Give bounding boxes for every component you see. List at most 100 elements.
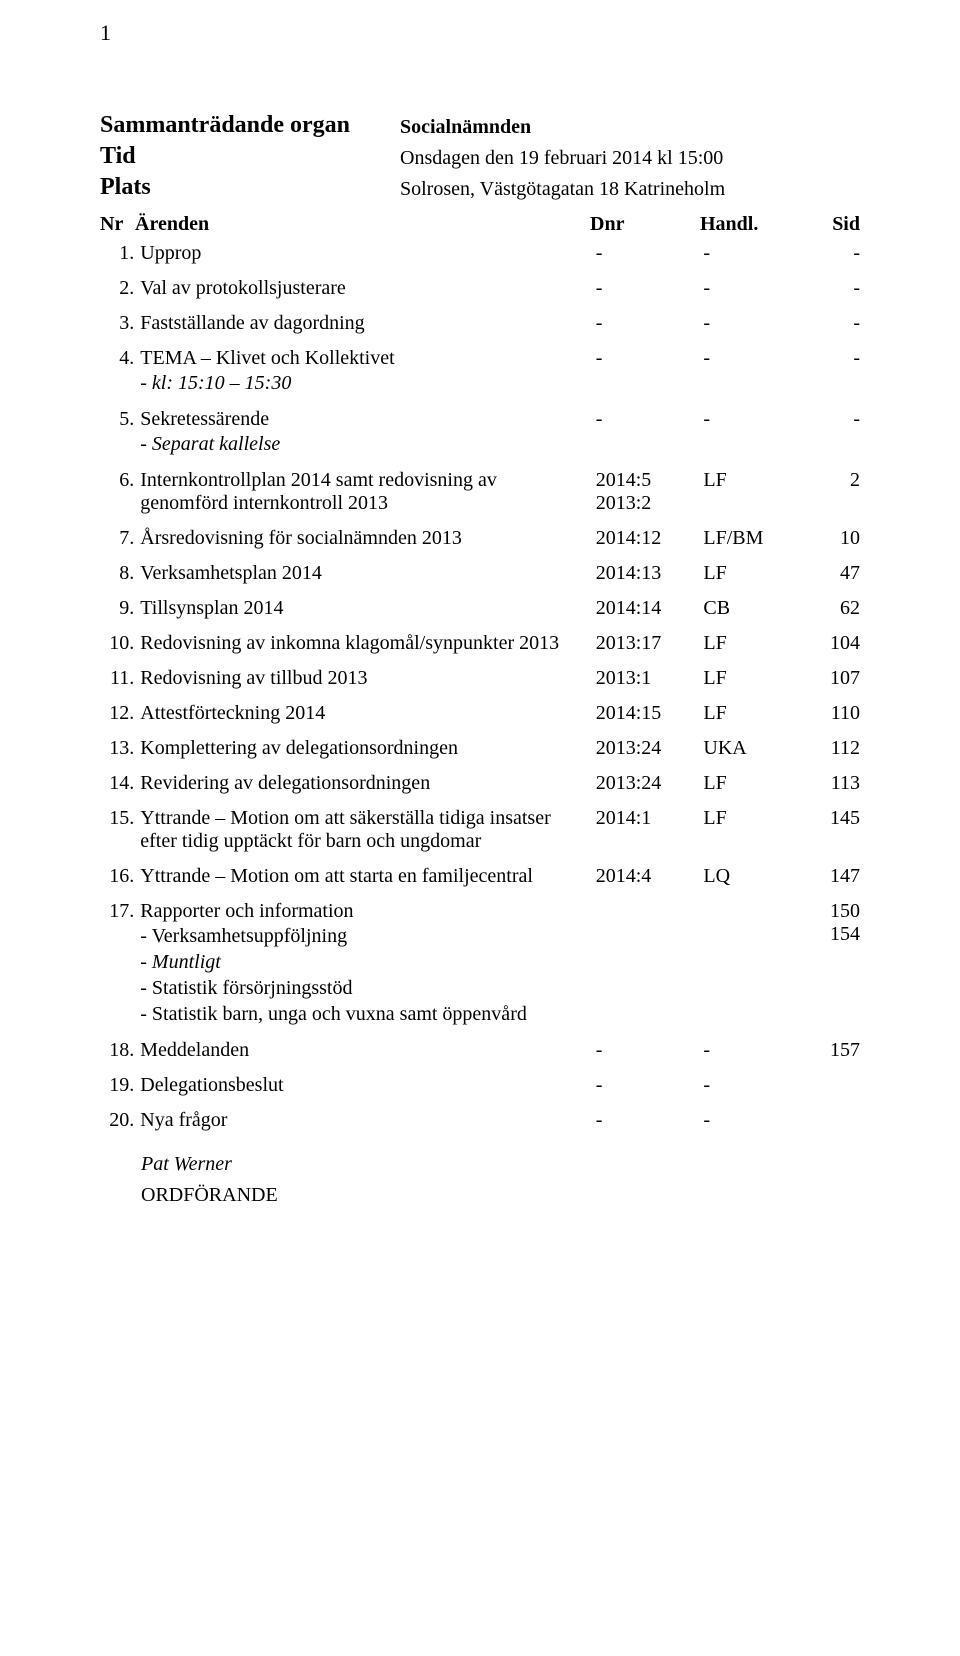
item-handler: LF bbox=[703, 562, 811, 585]
item-dnr: 2014:1 bbox=[596, 807, 704, 830]
item-handler: - bbox=[703, 312, 811, 335]
item-dnr: - bbox=[596, 312, 704, 335]
agenda-item: 10.Redovisning av inkomna klagomål/synpu… bbox=[100, 626, 860, 661]
item-subtext: - Statistik försörjningsstöd bbox=[140, 975, 585, 1001]
item-dnr: 2014:12 bbox=[596, 527, 704, 550]
item-dnr: 2013:24 bbox=[596, 772, 704, 795]
item-dnr: - bbox=[596, 1039, 704, 1062]
agenda-items: 1.Upprop---2.Val av protokollsjusterare-… bbox=[100, 236, 860, 1138]
item-handler: - bbox=[703, 242, 811, 265]
item-number: 6. bbox=[100, 469, 140, 492]
item-page: - bbox=[811, 277, 860, 300]
item-number: 17. bbox=[100, 900, 140, 923]
item-text: Verksamhetsplan 2014 bbox=[140, 562, 595, 585]
item-number: 19. bbox=[100, 1074, 140, 1097]
item-handler: - bbox=[703, 277, 811, 300]
item-dnr: - bbox=[596, 277, 704, 300]
item-text: Fastställande av dagordning bbox=[140, 312, 595, 335]
item-text: Attestförteckning 2014 bbox=[140, 702, 595, 725]
agenda-item: 13.Komplettering av delegationsordningen… bbox=[100, 731, 860, 766]
item-subtext: - Separat kallelse bbox=[140, 431, 585, 457]
item-dnr: - bbox=[596, 1074, 704, 1097]
agenda-item: 3.Fastställande av dagordning--- bbox=[100, 306, 860, 341]
item-text: Sekretessärende- Separat kallelse bbox=[140, 408, 595, 457]
col-dnr-header: Dnr bbox=[590, 213, 700, 236]
page: 1 Sammanträdande organ Socialnämnden Tid… bbox=[0, 0, 960, 1656]
item-number: 7. bbox=[100, 527, 140, 550]
agenda-item: 20.Nya frågor-- bbox=[100, 1103, 860, 1138]
item-number: 3. bbox=[100, 312, 140, 335]
agenda-item: 12.Attestförteckning 20142014:15LF110 bbox=[100, 696, 860, 731]
item-number: 8. bbox=[100, 562, 140, 585]
col-arenden-header: Ärenden bbox=[135, 213, 590, 236]
item-dnr: 2014:14 bbox=[596, 597, 704, 620]
item-text: Tillsynsplan 2014 bbox=[140, 597, 595, 620]
item-handler: LQ bbox=[703, 865, 811, 888]
agenda-item: 17.Rapporter och information- Verksamhet… bbox=[100, 894, 860, 1033]
agenda-item: 5.Sekretessärende- Separat kallelse--- bbox=[100, 402, 860, 463]
col-handl-header: Handl. bbox=[700, 213, 810, 236]
item-page: - bbox=[811, 312, 860, 335]
meeting-header: Sammanträdande organ Socialnämnden Tid O… bbox=[100, 110, 860, 203]
item-page: 147 bbox=[811, 865, 860, 888]
item-page: - bbox=[811, 408, 860, 431]
item-page: 107 bbox=[811, 667, 860, 690]
item-number: 14. bbox=[100, 772, 140, 795]
item-subtext: - Statistik barn, unga och vuxna samt öp… bbox=[140, 1001, 585, 1027]
item-handler: LF bbox=[703, 807, 811, 830]
agenda-item: 16.Yttrande – Motion om att starta en fa… bbox=[100, 859, 860, 894]
item-text: Delegationsbeslut bbox=[140, 1074, 595, 1097]
item-handler: UKA bbox=[703, 737, 811, 760]
item-text: Internkontrollplan 2014 samt redovisning… bbox=[140, 469, 595, 515]
tid-value: Onsdagen den 19 februari 2014 kl 15:00 bbox=[400, 141, 860, 172]
item-text: Redovisning av tillbud 2013 bbox=[140, 667, 595, 690]
item-number: 12. bbox=[100, 702, 140, 725]
item-handler: LF bbox=[703, 469, 811, 492]
agenda-item: 19.Delegationsbeslut-- bbox=[100, 1068, 860, 1103]
item-page: 10 bbox=[811, 527, 860, 550]
item-text: Redovisning av inkomna klagomål/synpunkt… bbox=[140, 632, 595, 655]
item-subtext: - Muntligt bbox=[140, 949, 585, 975]
signature-role: ORDFÖRANDE bbox=[141, 1184, 860, 1207]
item-page: 104 bbox=[811, 632, 860, 655]
item-number: 10. bbox=[100, 632, 140, 655]
organ-value: Socialnämnden bbox=[400, 110, 860, 141]
item-text: Nya frågor bbox=[140, 1109, 595, 1132]
item-dnr: 2013:1 bbox=[596, 667, 704, 690]
agenda-item: 7.Årsredovisning för socialnämnden 20132… bbox=[100, 521, 860, 556]
agenda-item: 18.Meddelanden--157 bbox=[100, 1033, 860, 1068]
page-number: 1 bbox=[100, 20, 111, 46]
item-text: Yttrande – Motion om att starta en famil… bbox=[140, 865, 595, 888]
item-number: 20. bbox=[100, 1109, 140, 1132]
organ-label: Sammanträdande organ bbox=[100, 110, 400, 141]
item-number: 15. bbox=[100, 807, 140, 830]
item-page: 157 bbox=[811, 1039, 860, 1062]
item-number: 1. bbox=[100, 242, 140, 265]
item-subtext: - Verksamhetsuppföljning bbox=[140, 923, 585, 949]
item-handler: LF bbox=[703, 632, 811, 655]
item-handler: CB bbox=[703, 597, 811, 620]
item-page: 47 bbox=[811, 562, 860, 585]
item-number: 16. bbox=[100, 865, 140, 888]
agenda-item: 9.Tillsynsplan 20142014:14CB62 bbox=[100, 591, 860, 626]
agenda-item: 11.Redovisning av tillbud 20132013:1LF10… bbox=[100, 661, 860, 696]
item-dnr: - bbox=[596, 242, 704, 265]
col-nr-header: Nr bbox=[100, 213, 135, 236]
item-text: Rapporter och information- Verksamhetsup… bbox=[140, 900, 595, 1027]
agenda-item: 6.Internkontrollplan 2014 samt redovisni… bbox=[100, 463, 860, 521]
item-page: - bbox=[811, 242, 860, 265]
item-dnr: - bbox=[596, 408, 704, 431]
item-page: 112 bbox=[811, 737, 860, 760]
item-page: - bbox=[811, 347, 860, 370]
item-dnr: 2014:13 bbox=[596, 562, 704, 585]
item-dnr: 2014:52013:2 bbox=[596, 469, 704, 515]
item-text: Revidering av delegationsordningen bbox=[140, 772, 595, 795]
item-page: 2 bbox=[811, 469, 860, 492]
item-text: Komplettering av delegationsordningen bbox=[140, 737, 595, 760]
item-text: Yttrande – Motion om att säkerställa tid… bbox=[140, 807, 595, 853]
item-handler: - bbox=[703, 408, 811, 431]
item-text: Upprop bbox=[140, 242, 595, 265]
item-text: TEMA – Klivet och Kollektivet- kl: 15:10… bbox=[140, 347, 595, 396]
item-page: 110 bbox=[811, 702, 860, 725]
plats-value: Solrosen, Västgötagatan 18 Katrineholm bbox=[400, 172, 860, 203]
